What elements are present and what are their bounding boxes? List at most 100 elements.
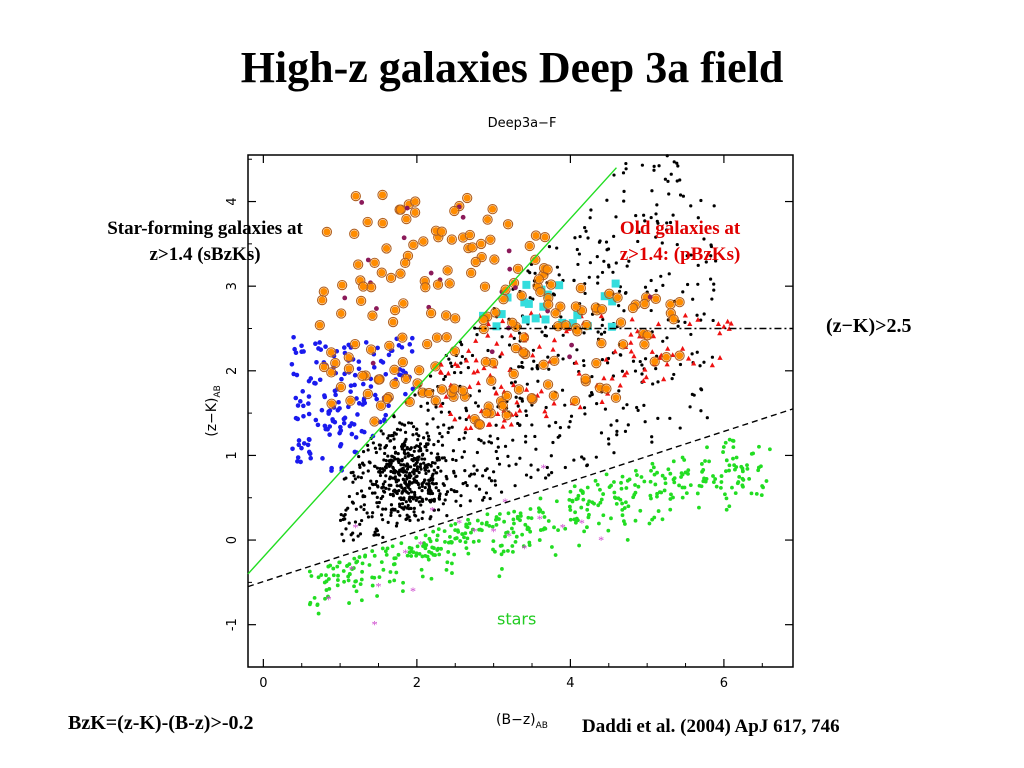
- orange-point: [487, 377, 495, 385]
- sbzk-point: [317, 340, 322, 345]
- lowz-point: [650, 435, 654, 439]
- pbzk-point: [507, 367, 513, 372]
- lowz-point: [399, 463, 403, 467]
- pbzk-point: [649, 349, 655, 354]
- lowz-point: [418, 446, 423, 451]
- star-point: [520, 532, 525, 537]
- star-point: [655, 470, 659, 475]
- lowz-point: [361, 471, 365, 475]
- lowz-point: [400, 506, 404, 510]
- star-point: [639, 475, 644, 479]
- star-point: [383, 549, 388, 554]
- lowz-point: [381, 518, 385, 522]
- orange-point: [442, 311, 450, 320]
- orange-ring: [533, 274, 545, 285]
- star-marker: *: [502, 495, 508, 509]
- orange-ring: [572, 326, 583, 337]
- lowz-point: [461, 482, 465, 486]
- lowz-point: [440, 443, 445, 447]
- orange-ring: [524, 240, 535, 252]
- star-point: [393, 556, 398, 561]
- pbzk-point: [691, 360, 697, 366]
- lowz-point: [342, 539, 346, 543]
- x-tick-label: 0: [259, 676, 267, 691]
- lowz-point: [524, 409, 528, 413]
- orange-point: [504, 220, 512, 228]
- star-point: [705, 445, 709, 450]
- star-point: [671, 495, 675, 500]
- star-forming-annotation: Star-forming galaxies at z>1.4 (sBzKs): [60, 216, 350, 268]
- orange-ring: [569, 395, 581, 407]
- star-point: [462, 535, 466, 540]
- cyan-point: [497, 310, 506, 319]
- lowz-point: [419, 467, 423, 471]
- star-point: [542, 526, 547, 531]
- orange-point: [499, 402, 507, 410]
- lowz-point: [615, 429, 619, 433]
- orange-point: [421, 283, 429, 291]
- lowz-point: [460, 342, 464, 347]
- lowz-point: [386, 436, 390, 440]
- orange-ring: [401, 213, 412, 225]
- lowz-point: [403, 480, 407, 484]
- orange-point: [536, 288, 544, 296]
- lowz-point: [454, 458, 458, 463]
- star-point: [754, 491, 759, 496]
- star-point: [567, 497, 572, 502]
- lowz-point: [432, 499, 436, 503]
- orange-point: [466, 231, 474, 239]
- star-point: [647, 521, 652, 526]
- star-point: [475, 518, 480, 523]
- sbzk-point: [407, 342, 413, 347]
- x-axis-label: (B−z)AB: [496, 712, 548, 731]
- lowz-point: [384, 466, 388, 470]
- lowz-point: [472, 472, 477, 476]
- lowz-point: [399, 497, 403, 502]
- orange-point: [535, 275, 543, 283]
- star-point: [718, 485, 723, 490]
- lowz-point: [476, 404, 480, 408]
- lowz-point: [705, 416, 709, 420]
- sbzk-point: [329, 468, 334, 473]
- orange-ring: [575, 282, 587, 294]
- lowz-point: [474, 484, 478, 488]
- sbzk-point: [320, 456, 325, 461]
- lowz-point: [340, 532, 344, 536]
- lowz-point: [404, 517, 408, 521]
- star-marker: *: [375, 580, 381, 594]
- lowz-point: [699, 388, 704, 392]
- orange-ring: [601, 383, 612, 394]
- pbzk-point: [514, 399, 520, 405]
- star-point: [384, 552, 389, 557]
- lowz-point: [710, 297, 714, 301]
- lowz-point: [634, 213, 638, 218]
- pbzk-point: [463, 357, 470, 363]
- lowz-point: [413, 513, 417, 517]
- star-marker: *: [598, 533, 604, 547]
- star-point: [713, 477, 718, 481]
- lowz-point: [415, 474, 419, 478]
- orange-point: [378, 191, 387, 199]
- lowz-point: [388, 439, 393, 443]
- orange-point: [450, 207, 458, 215]
- pbzk-point: [438, 369, 444, 375]
- star-point: [480, 521, 484, 526]
- lowz-point: [561, 357, 565, 361]
- lowz-point: [378, 473, 383, 478]
- pbzk-point: [468, 425, 474, 430]
- orange-point: [481, 283, 489, 291]
- pbzk-point: [438, 402, 444, 408]
- lowz-point: [624, 161, 628, 166]
- lowz-point: [714, 259, 718, 263]
- lowz-point: [636, 239, 640, 244]
- star-point: [714, 484, 719, 489]
- sbzk-point: [399, 373, 405, 378]
- lowz-point: [403, 430, 408, 434]
- lowz-point: [370, 491, 375, 495]
- star-point: [686, 468, 691, 473]
- lowz-point: [402, 469, 407, 473]
- pbzk-point: [493, 389, 499, 395]
- lowz-point: [601, 317, 605, 322]
- lowz-point: [511, 438, 515, 442]
- orange-point: [641, 300, 649, 308]
